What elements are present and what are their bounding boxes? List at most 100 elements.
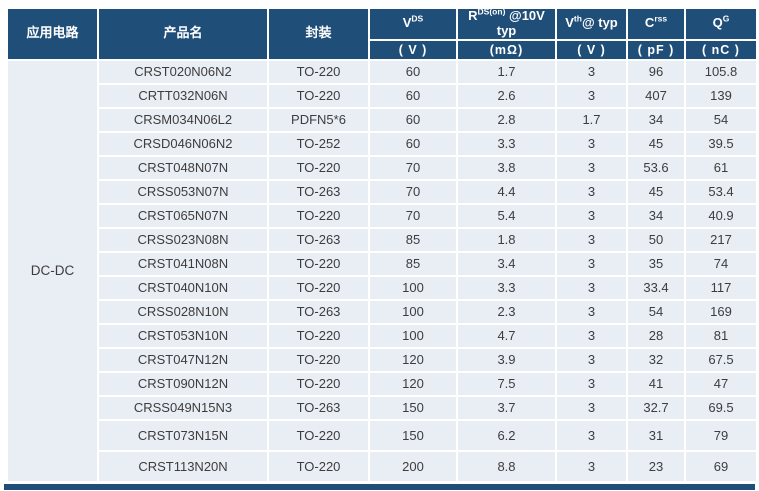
vds-cell: 120 (370, 372, 456, 395)
vth-cell: 3 (557, 156, 626, 179)
qg-cell: 39.5 (686, 132, 756, 155)
vds-cell: 70 (370, 180, 456, 203)
table-row: CRST040N10N TO-220 100 3.3 3 33.4 117 (8, 276, 756, 299)
package-cell: TO-220 (269, 324, 368, 347)
qg-cell: 105.8 (686, 60, 756, 83)
product-name-cell: CRST048N07N (99, 156, 267, 179)
rds-cell: 3.3 (458, 132, 555, 155)
unit-vds: ( V ) (370, 40, 456, 59)
rds-cell: 3.4 (458, 252, 555, 275)
rds-cell: 3.9 (458, 348, 555, 371)
vth-cell: 3 (557, 396, 626, 419)
application-circuit-cell: DC-DC (8, 60, 97, 481)
qg-cell: 139 (686, 84, 756, 107)
vds-cell: 60 (370, 132, 456, 155)
header-vth-symbol: V (565, 15, 574, 31)
qg-cell: 54 (686, 108, 756, 131)
vds-cell: 70 (370, 204, 456, 227)
vth-cell: 3 (557, 324, 626, 347)
unit-vth: ( V ) (557, 40, 626, 59)
qg-cell: 79 (686, 420, 756, 450)
product-name-cell: CRST090N12N (99, 372, 267, 395)
product-name-cell: CRTT032N06N (99, 84, 267, 107)
package-cell: TO-220 (269, 420, 368, 450)
crss-cell: 32 (628, 348, 684, 371)
vth-cell: 3 (557, 60, 626, 83)
header-label-row: 应用电路 产品名 封装 VDS RDS(on) @10V typ Vth@ ty… (8, 6, 756, 59)
crss-cell: 45 (628, 180, 684, 203)
crss-cell: 31 (628, 420, 684, 450)
header-package: 封装 (269, 9, 368, 59)
product-name-cell: CRST020N06N2 (99, 60, 267, 83)
qg-cell: 217 (686, 228, 756, 251)
product-name-cell: CRSD046N06N2 (99, 132, 267, 155)
table-row: CRTT032N06N TO-220 60 2.6 3 407 139 (8, 84, 756, 107)
package-cell: TO-263 (269, 180, 368, 203)
vth-cell: 3 (557, 372, 626, 395)
rds-cell: 6.2 (458, 420, 555, 450)
crss-cell: 54 (628, 300, 684, 323)
vds-cell: 100 (370, 300, 456, 323)
vds-cell: 150 (370, 420, 456, 450)
package-cell: TO-263 (269, 300, 368, 323)
rds-cell: 4.4 (458, 180, 555, 203)
rds-cell: 2.3 (458, 300, 555, 323)
header-crss-subscript: rss (654, 14, 668, 25)
crss-cell: 35 (628, 252, 684, 275)
vds-cell: 85 (370, 252, 456, 275)
unit-qg: ( nC ) (686, 40, 756, 59)
header-product-name: 产品名 (99, 9, 267, 59)
header-crss: Crss (628, 9, 684, 39)
header-crss-symbol: C (644, 15, 655, 31)
table-row: CRSD046N06N2 TO-252 60 3.3 3 45 39.5 (8, 132, 756, 155)
product-name-cell: CRST047N12N (99, 348, 267, 371)
crss-cell: 96 (628, 60, 684, 83)
product-name-cell: CRST113N20N (99, 451, 267, 481)
header-rds-symbol: R (468, 8, 478, 23)
vth-cell: 3 (557, 84, 626, 107)
crss-cell: 32.7 (628, 396, 684, 419)
vth-cell: 3 (557, 451, 626, 481)
table-row: CRST048N07N TO-220 70 3.8 3 53.6 61 (8, 156, 756, 179)
crss-cell: 45 (628, 132, 684, 155)
qg-cell: 67.5 (686, 348, 756, 371)
rds-cell: 3.8 (458, 156, 555, 179)
product-name-cell: CRST073N15N (99, 420, 267, 450)
table-row: CRSS023N08N TO-263 85 1.8 3 50 217 (8, 228, 756, 251)
header-vth: Vth@ typ (557, 9, 626, 39)
rds-cell: 2.6 (458, 84, 555, 107)
crss-cell: 23 (628, 451, 684, 481)
header-application-circuit: 应用电路 (8, 9, 97, 59)
vth-cell: 1.7 (557, 108, 626, 131)
table-row: CRSS028N10N TO-263 100 2.3 3 54 169 (8, 300, 756, 323)
header-rds-on: RDS(on) @10V typ (458, 6, 555, 39)
product-name-cell: CRST040N10N (99, 276, 267, 299)
rds-cell: 7.5 (458, 372, 555, 395)
rds-cell: 1.8 (458, 228, 555, 251)
header-units-row: ( V ) (mΩ) ( V ) ( pF ) ( nC ) (8, 40, 756, 59)
crss-cell: 41 (628, 372, 684, 395)
header-rds-subscript: DS(on) (477, 6, 506, 17)
package-cell: TO-252 (269, 132, 368, 155)
product-name-cell: CRSS053N07N (99, 180, 267, 203)
table-row: CRST073N15N TO-220 150 6.2 3 31 79 (8, 420, 756, 450)
qg-cell: 53.4 (686, 180, 756, 203)
package-cell: TO-220 (269, 276, 368, 299)
header-qg-symbol: Q (712, 15, 723, 31)
header-qg: QG (686, 9, 756, 39)
table-body: DC-DC CRST020N06N2 TO-220 60 1.7 3 96 105.8 CRTT… (8, 60, 756, 481)
unit-crss: ( pF ) (628, 40, 684, 59)
table-row: CRST053N10N TO-220 100 4.7 3 28 81 (8, 324, 756, 347)
vth-cell: 3 (557, 276, 626, 299)
header-qg-subscript: G (722, 14, 730, 25)
qg-cell: 47 (686, 372, 756, 395)
package-cell: TO-220 (269, 84, 368, 107)
vth-cell: 3 (557, 180, 626, 203)
package-cell: TO-220 (269, 60, 368, 83)
product-name-cell: CRSS049N15N3 (99, 396, 267, 419)
unit-rds: (mΩ) (458, 40, 555, 59)
product-name-cell: CRSS023N08N (99, 228, 267, 251)
package-cell: TO-220 (269, 252, 368, 275)
header-vth-subscript: th (573, 14, 582, 25)
